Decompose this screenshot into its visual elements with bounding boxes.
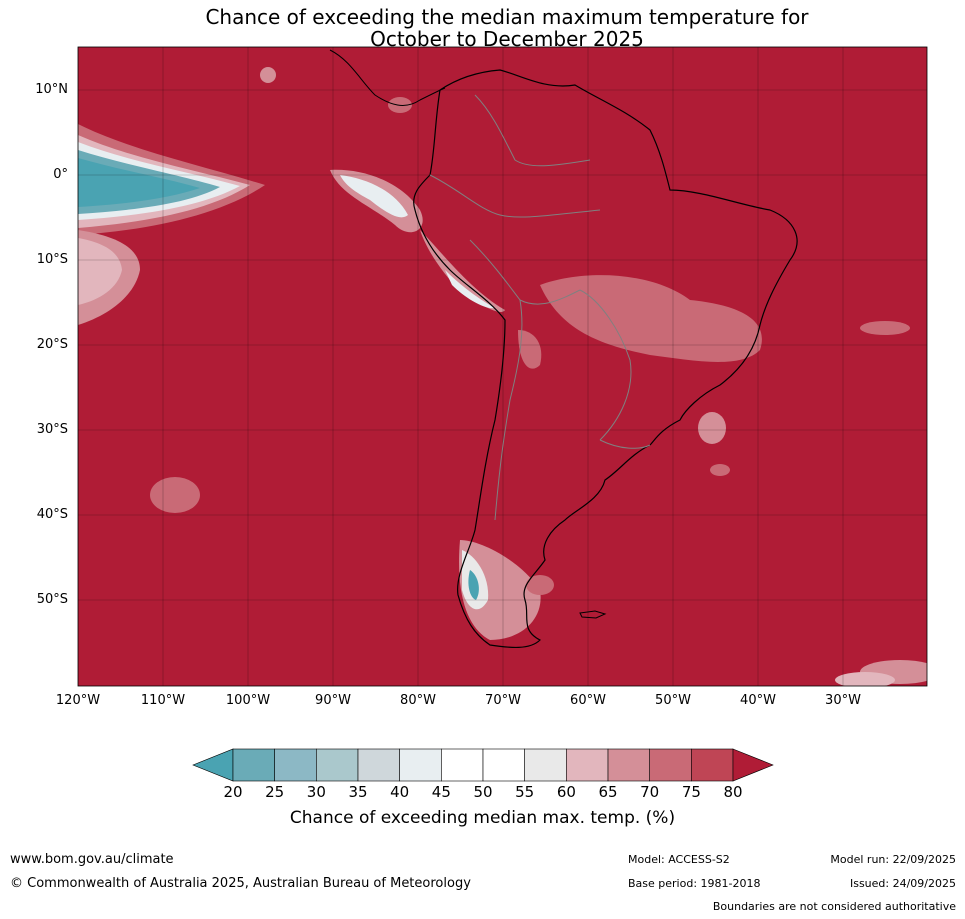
colorbar-tick-label: 40: [390, 783, 410, 801]
lat-label-10S: 10°S: [36, 252, 68, 267]
central-america-coastline: [329, 49, 446, 106]
colorbar-tick-label: 45: [431, 783, 451, 801]
lon-label-80W: 80°W: [400, 693, 436, 708]
colorbar-box: [482, 748, 525, 782]
lat-label-0: 0°: [53, 167, 68, 182]
footer-model: Model: ACCESS-S2: [628, 853, 730, 866]
lat-label-10N: 10°N: [35, 82, 68, 97]
andes-neutral-region: [330, 169, 505, 312]
colorbar-tick-label: 70: [640, 783, 660, 801]
lon-label-50W: 50°W: [655, 693, 691, 708]
lon-label-40W: 40°W: [740, 693, 776, 708]
country-borders: [429, 94, 651, 521]
lon-label-70W: 70°W: [485, 693, 521, 708]
colorbar-tick-label: 25: [265, 783, 285, 801]
probability-contours: [78, 67, 927, 686]
footer-website: www.bom.gov.au/climate: [10, 852, 174, 867]
patagonia-region: [459, 540, 541, 640]
colorbar-box: [357, 748, 400, 782]
colorbar-tick-label: 50: [473, 783, 493, 801]
colorbar-over-arrow: [732, 748, 774, 782]
colorbar-tick-label: 60: [556, 783, 576, 801]
lon-label-100W: 100°W: [225, 693, 271, 708]
colorbar-box: [566, 748, 609, 782]
colorbar-box: [316, 748, 359, 782]
falkland-islands: [579, 610, 607, 619]
lon-label-120W: 120°W: [55, 693, 101, 708]
colorbar: [192, 748, 774, 782]
colorbar-box: [274, 748, 317, 782]
lat-label-30S: 30°S: [36, 422, 68, 437]
graticule: [78, 47, 927, 686]
colorbar-box: [691, 748, 734, 782]
map-title-line1: Chance of exceeding the median maximum t…: [205, 5, 809, 29]
lon-label-60W: 60°W: [570, 693, 606, 708]
colorbar-box: [399, 748, 442, 782]
colorbar-tick-label: 65: [598, 783, 618, 801]
lon-label-110W: 110°W: [140, 693, 186, 708]
lon-label-30W: 30°W: [825, 693, 861, 708]
lat-label-50S: 50°S: [36, 592, 68, 607]
colorbar-box: [524, 748, 567, 782]
south-america-coastline: [413, 69, 798, 648]
colorbar-tick-label: 30: [306, 783, 326, 801]
brazil-moderate-region: [518, 275, 762, 369]
colorbar-boxes: [232, 748, 734, 782]
colorbar-box: [607, 748, 651, 782]
colorbar-tick-label: 35: [348, 783, 368, 801]
ocean-patches: [150, 67, 927, 686]
map-title-line2: October to December 2025: [370, 27, 644, 51]
colorbar-label: Chance of exceeding median max. temp. (%…: [289, 808, 676, 828]
footer-copyright: © Commonwealth of Australia 2025, Austra…: [10, 876, 471, 891]
colorbar-tick-label: 55: [515, 783, 535, 801]
colorbar-tick-label: 75: [681, 783, 701, 801]
colorbar-box: [649, 748, 692, 782]
colorbar-under-arrow: [192, 748, 234, 782]
lat-label-40S: 40°S: [36, 507, 68, 522]
cold-tongue-region: [78, 124, 265, 325]
colorbar-tick-label: 80: [723, 783, 743, 801]
map-frame: [77, 46, 928, 687]
footer-disclaimer: Boundaries are not considered authoritat…: [712, 900, 956, 913]
footer-model-run: Model run: 22/09/2025: [830, 853, 956, 866]
lat-label-20S: 20°S: [36, 337, 68, 352]
colorbar-tick-label: 20: [223, 783, 243, 801]
footer-base-period: Base period: 1981-2018: [628, 877, 761, 890]
colorbar-box: [441, 748, 484, 782]
lon-label-90W: 90°W: [315, 693, 351, 708]
footer-issued: Issued: 24/09/2025: [849, 877, 956, 890]
colorbar-box: [232, 748, 275, 782]
